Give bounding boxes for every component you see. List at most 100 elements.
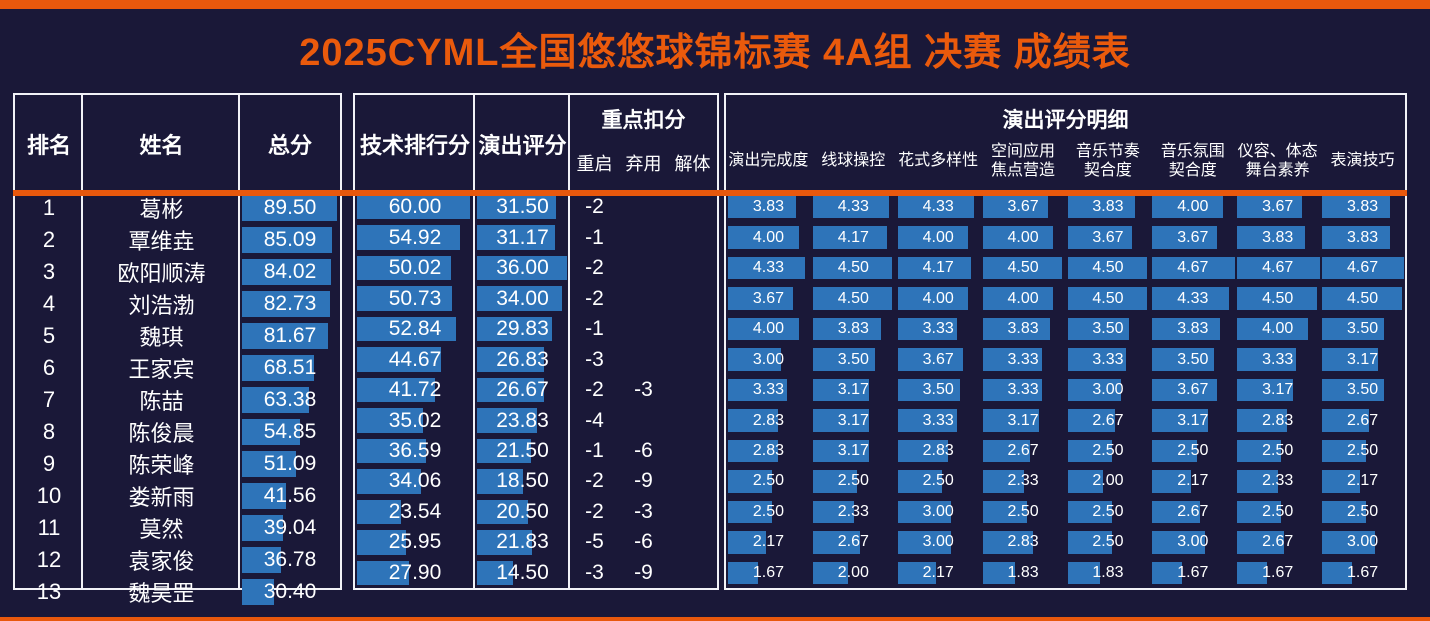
cell-value: 4.50 [1346,289,1379,307]
table-row: 12 袁家俊 36.78 [15,544,340,576]
data-bar [728,348,782,371]
detail-bar-cell: 2.67 [1235,527,1320,557]
cell-value: 2.17 [1346,472,1379,490]
restart-deduction-cell: -1 [585,317,604,341]
detail-bar-cell: 2.50 [1066,497,1151,527]
cell-value: 3.50 [922,381,954,399]
data-bar [1237,226,1305,249]
table-row: 4.33 4.50 4.17 4.50 4.50 4.67 4.67 4.67 [726,253,1405,283]
rank-cell: 5 [42,323,56,348]
data-bar [812,561,849,585]
cell-value: 1.67 [1346,563,1379,581]
detail-bar-cell: 3.67 [1235,192,1320,222]
data-bar [728,256,805,280]
restart-deduction-cell: -2 [585,195,604,219]
detail-bar-cell: 3.17 [811,375,896,405]
detail-bar-cell: 2.17 [896,558,981,588]
cell-value: 85.09 [263,228,317,251]
data-bar [1067,196,1136,219]
cell-value: 3.67 [1092,228,1124,246]
data-bar [728,287,793,310]
cell-value: 2.83 [922,441,954,459]
tech-bar-cell: 36.59 [355,436,475,466]
cell-value: 4.33 [1177,289,1209,307]
detail-bar-cell: 2.50 [726,497,811,527]
detail-bar-cell: 2.67 [1066,405,1151,435]
detail-bar-cell: 2.33 [981,466,1066,496]
data-bar [1152,500,1200,524]
cell-value: 4.50 [837,289,869,307]
cell-value: 3.33 [1262,350,1294,368]
data-bar [1067,500,1112,524]
cell-value: 3.83 [1262,228,1294,246]
data-bar [982,378,1042,402]
discard-deduction-cell: -6 [634,438,653,462]
name-cell: 王家宾 [128,357,195,382]
cell-value: 2.17 [1177,472,1209,490]
table-row: 2.83 3.17 3.33 3.17 2.67 3.17 2.83 2.67 [726,405,1405,435]
data-bar [1322,287,1402,310]
table-row: 35.02 23.83 -4 [355,405,717,435]
tech-bar-cell: 25.95 [355,527,475,557]
detail-bar-cell: 4.00 [981,222,1066,252]
data-bar [1237,378,1294,402]
rank-name-total-table: 排名 姓名 总分 1 葛彬 89.50 2 覃维垚 85.09 3 欧阳顺涛 84.02 4 刘浩渤… [13,93,342,606]
perf-bar-cell: 18.50 [475,466,570,496]
page-title: 2025CYML全国悠悠球锦标赛 4A组 决赛 成绩表 [299,32,1131,74]
detail-bar-cell: 2.50 [1235,436,1320,466]
detail-table-header: 演出评分明细 演出完成度 线球操控 花式多样性 空间应用 焦点营造 音乐节奏 契合度 音乐… [726,95,1405,192]
table-row: 10 娄新雨 41.56 [15,480,340,512]
cell-value: 4.50 [1092,289,1124,307]
detail-bar-cell: 3.67 [981,192,1066,222]
detail-bar-cell: 3.67 [896,344,981,374]
tech-bar-cell: 44.67 [355,344,475,374]
data-bar [357,530,406,555]
cell-value: 4.00 [1007,289,1039,307]
tech-bar-cell: 60.00 [355,192,475,222]
detail-bar-cell: 3.33 [896,405,981,435]
detail-group-label: 演出评分明细 [1002,109,1129,132]
data-bar [812,196,890,219]
cell-value: 3.50 [1177,350,1209,368]
cell-value: 68.51 [263,356,317,379]
data-bar [897,470,942,493]
cell-value: 21.50 [496,438,549,462]
cell-value: 3.67 [922,350,954,368]
total-bar-cell: 30.40 [240,576,340,608]
data-bar [897,196,975,219]
cell-value: 3.00 [752,350,784,368]
detail-bar-cell: 3.50 [1066,314,1151,344]
name-cell: 莫然 [139,517,184,542]
data-bar [1067,409,1115,432]
cell-value: 3.17 [1262,381,1294,399]
tech-score-column-header: 技术排行分 [359,132,470,158]
table-row: 3 欧阳顺涛 84.02 [15,256,340,288]
detail-bar-cell: 3.83 [1235,222,1320,252]
detail-bar-cell: 3.83 [811,314,896,344]
detail-bar-cell: 3.83 [1150,314,1235,344]
total-bar-cell: 51.09 [240,448,340,480]
cell-value: 23.83 [496,408,549,432]
cell-value: 3.33 [922,411,954,429]
detail-bar-cell: 4.67 [1235,253,1320,283]
table-row: 41.72 26.67 -2 -3 [355,375,717,405]
table-row: 4.00 3.83 3.33 3.83 3.50 3.83 4.00 3.50 [726,314,1405,344]
cell-value: 1.67 [752,563,784,581]
cell-value: 3.83 [1346,198,1379,216]
data-bar [1237,409,1288,432]
data-bar [242,259,331,285]
data-bar [1237,256,1320,280]
table-row: 34.06 18.50 -2 -9 [355,466,717,496]
cell-value: 54.92 [388,225,442,249]
rank-cell: 3 [42,259,56,284]
detail-bar-cell: 2.33 [1235,466,1320,496]
data-bar [357,438,426,464]
name-cell: 刘浩渤 [128,293,195,318]
perf-bar-cell: 36.00 [475,253,570,283]
cell-value: 2.67 [1177,502,1209,520]
cell-value: 2.50 [1346,441,1379,459]
cell-value: 3.17 [837,411,869,429]
cell-value: 3.00 [1177,533,1209,551]
detail-bar-cell: 3.83 [1320,192,1405,222]
detail-bar-cell: 3.50 [1320,314,1405,344]
